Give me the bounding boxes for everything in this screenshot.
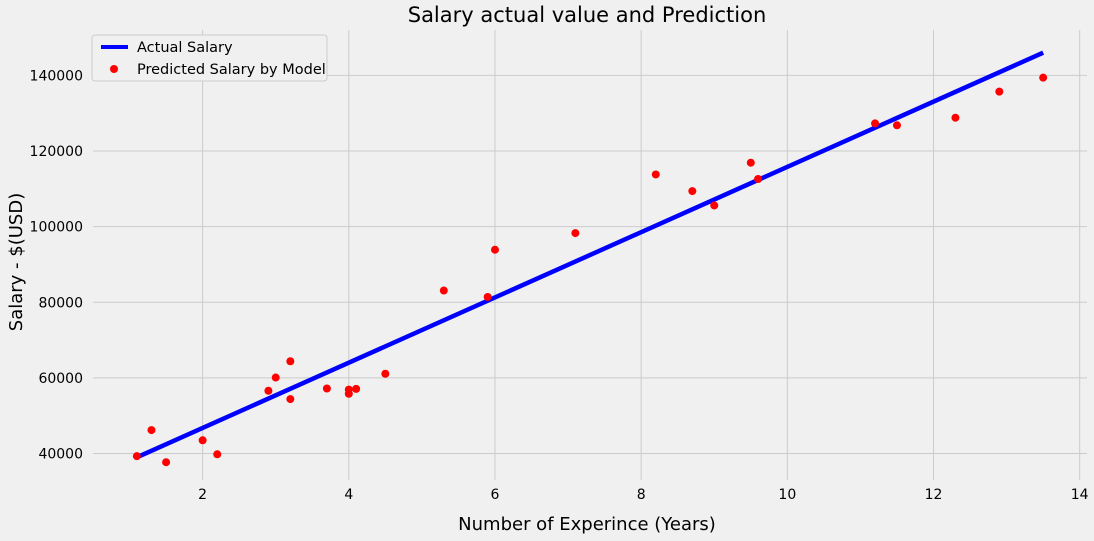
grid-lines [93, 30, 1087, 480]
predicted-salary-point [213, 450, 222, 459]
x-tick-label: 6 [491, 487, 500, 503]
predicted-salary-point [490, 245, 499, 254]
y-tick-label: 120000 [30, 144, 83, 160]
predicted-salary-point [483, 292, 492, 301]
x-tick-label: 8 [637, 487, 646, 503]
predicted-salary-point [754, 174, 763, 183]
predicted-salary-point [198, 436, 207, 445]
x-tick-label: 2 [198, 487, 207, 503]
actual-salary-line [135, 50, 1045, 460]
predicted-salary-point [871, 119, 880, 128]
y-tick-label: 60000 [38, 371, 83, 387]
y-tick-labels: 40000 60000 80000 100000 120000 140000 [30, 68, 83, 462]
predicted-salary-point [264, 386, 273, 395]
y-tick-label: 140000 [30, 68, 83, 84]
series-layer [132, 50, 1048, 467]
predicted-salary-point [286, 357, 295, 366]
legend-predicted-salary-swatch [110, 65, 118, 73]
y-tick-label: 100000 [30, 220, 83, 236]
x-axis-label: Number of Experince (Years) [458, 514, 716, 535]
x-tick-label: 4 [344, 487, 353, 503]
x-tick-label: 12 [925, 487, 943, 503]
predicted-salary-point [352, 384, 361, 393]
predicted-salary-point [995, 87, 1004, 96]
predicted-salary-point [271, 373, 280, 382]
y-tick-label: 80000 [38, 295, 83, 311]
predicted-salary-point [322, 384, 331, 393]
predicted-salary-point [746, 158, 755, 167]
predicted-salary-point [344, 389, 353, 398]
predicted-salary-point [132, 452, 141, 461]
legend: Actual Salary Predicted Salary by Model [91, 34, 328, 82]
predicted-salary-point [286, 395, 295, 404]
predicted-salary-point [1039, 73, 1048, 82]
predicted-salary-point [710, 201, 719, 210]
predicted-salary-point [892, 121, 901, 130]
predicted-salary-point [147, 426, 156, 435]
x-tick-label: 10 [778, 487, 796, 503]
predicted-salary-point [439, 286, 448, 295]
x-tick-label: 14 [1071, 487, 1089, 503]
x-tick-labels: 2 4 6 8 10 12 14 [198, 487, 1089, 503]
predicted-salary-point [651, 170, 660, 179]
chart-title: Salary actual value and Prediction [408, 3, 767, 27]
y-tick-label: 40000 [38, 447, 83, 463]
legend-box [91, 34, 328, 82]
predicted-salary-point [571, 229, 580, 238]
legend-actual-salary-label: Actual Salary [137, 40, 233, 56]
predicted-salary-point [162, 458, 171, 467]
predicted-salary-point [951, 113, 960, 122]
y-axis-label: Salary - $(USD) [6, 193, 27, 331]
legend-predicted-salary-label: Predicted Salary by Model [137, 62, 326, 78]
predicted-salary-point [688, 187, 697, 196]
predicted-salary-point [381, 369, 390, 378]
